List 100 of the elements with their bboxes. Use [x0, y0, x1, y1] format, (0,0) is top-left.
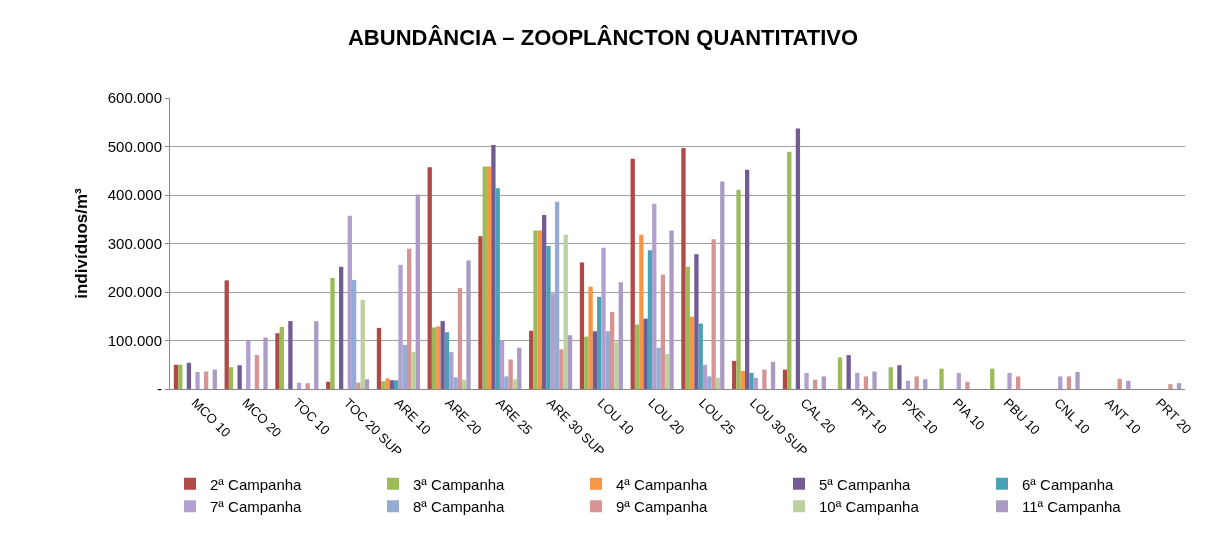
bar: [275, 333, 280, 389]
bar: [762, 369, 767, 389]
bar: [212, 369, 217, 389]
bar: [444, 332, 450, 389]
bar: [1075, 372, 1080, 389]
bar: [339, 266, 344, 389]
bar: [605, 331, 610, 389]
bar: [740, 371, 745, 389]
bar: [1066, 376, 1072, 389]
bar: [681, 147, 686, 389]
bar: [411, 352, 416, 389]
bar: [787, 151, 792, 389]
bar: [990, 368, 995, 389]
bar: [669, 230, 674, 389]
x-tick-label: PRT 20: [1152, 395, 1195, 437]
legend-label: 4ª Campanha: [616, 475, 709, 493]
bar: [263, 337, 268, 389]
bar: [647, 250, 653, 389]
bar: [652, 203, 657, 389]
bar: [914, 376, 919, 389]
bar: [813, 379, 818, 389]
legend-label: 9ª Campanha: [616, 498, 709, 516]
bar: [749, 373, 754, 389]
bar: [618, 282, 623, 389]
bar: [567, 335, 573, 389]
bar: [550, 293, 555, 389]
bar: [224, 280, 229, 389]
bar: [279, 326, 284, 389]
x-tick-label: ARE 10: [391, 395, 434, 438]
bar: [559, 349, 564, 389]
legend-label: 2ª Campanha: [210, 475, 303, 493]
bar: [351, 279, 357, 389]
bar: [478, 236, 483, 389]
legend-label: 11ª Campanha: [1022, 498, 1122, 516]
bar: [254, 355, 260, 389]
bar: [965, 381, 970, 389]
bar: [356, 382, 361, 389]
bar: [517, 347, 522, 389]
bar: [381, 381, 386, 389]
x-tick-label: CAL 20: [797, 395, 839, 437]
bar: [314, 321, 319, 389]
bar: [237, 365, 242, 389]
bar: [499, 340, 505, 389]
bar: [897, 365, 902, 389]
legend-label: 8ª Campanha: [413, 498, 506, 516]
y-tick-label: 600.000: [107, 89, 162, 107]
bar: [431, 327, 437, 389]
bar: [592, 331, 598, 389]
y-tick-label: -: [157, 380, 162, 398]
y-tick-label: 300.000: [107, 234, 162, 252]
chart-title: ABUNDÂNCIA – ZOOPLÂNCTON QUANTITATIVO: [347, 25, 859, 51]
bar: [597, 296, 602, 389]
bar: [449, 352, 454, 389]
bar: [554, 201, 560, 389]
bar: [491, 145, 496, 389]
bar: [643, 318, 648, 389]
bar: [204, 371, 209, 389]
bar: [736, 189, 741, 389]
bar: [888, 367, 893, 389]
bar: [542, 214, 547, 389]
bar: [173, 364, 179, 389]
bar: [246, 340, 251, 389]
bar: [872, 371, 877, 389]
bar: [482, 166, 487, 389]
legend-label: 5ª Campanha: [819, 475, 912, 493]
bar: [1168, 384, 1173, 389]
bar: [347, 215, 352, 389]
bar: [855, 373, 860, 389]
bar: [486, 166, 492, 389]
legend-label: 6ª Campanha: [1022, 475, 1115, 493]
bar: [436, 326, 441, 389]
legend-label: 3ª Campanha: [413, 475, 506, 493]
bar: [1058, 376, 1063, 389]
bar: [821, 376, 826, 389]
bar: [1176, 383, 1182, 389]
bar: [702, 364, 708, 389]
x-tick-label: PRT 10: [848, 395, 890, 437]
bar: [707, 376, 712, 389]
bar: [407, 248, 412, 389]
y-tick-label: 100.000: [107, 331, 162, 349]
bar: [685, 266, 690, 389]
bar: [579, 262, 585, 389]
bar: [512, 379, 518, 389]
bar: [376, 327, 382, 389]
bar: [711, 239, 716, 389]
bar: [398, 264, 403, 389]
bar: [656, 347, 661, 389]
bar: [504, 376, 509, 389]
bar: [610, 311, 615, 389]
bar: [389, 380, 395, 389]
bar: [1016, 376, 1021, 389]
bar: [427, 167, 432, 389]
bar: [288, 321, 293, 389]
bar: [533, 230, 538, 389]
legend-label: 10ª Campanha: [819, 498, 920, 516]
bar: [660, 274, 666, 389]
bar: [178, 364, 183, 389]
bar: [694, 254, 699, 389]
bar: [715, 377, 721, 389]
bar: [923, 379, 928, 389]
